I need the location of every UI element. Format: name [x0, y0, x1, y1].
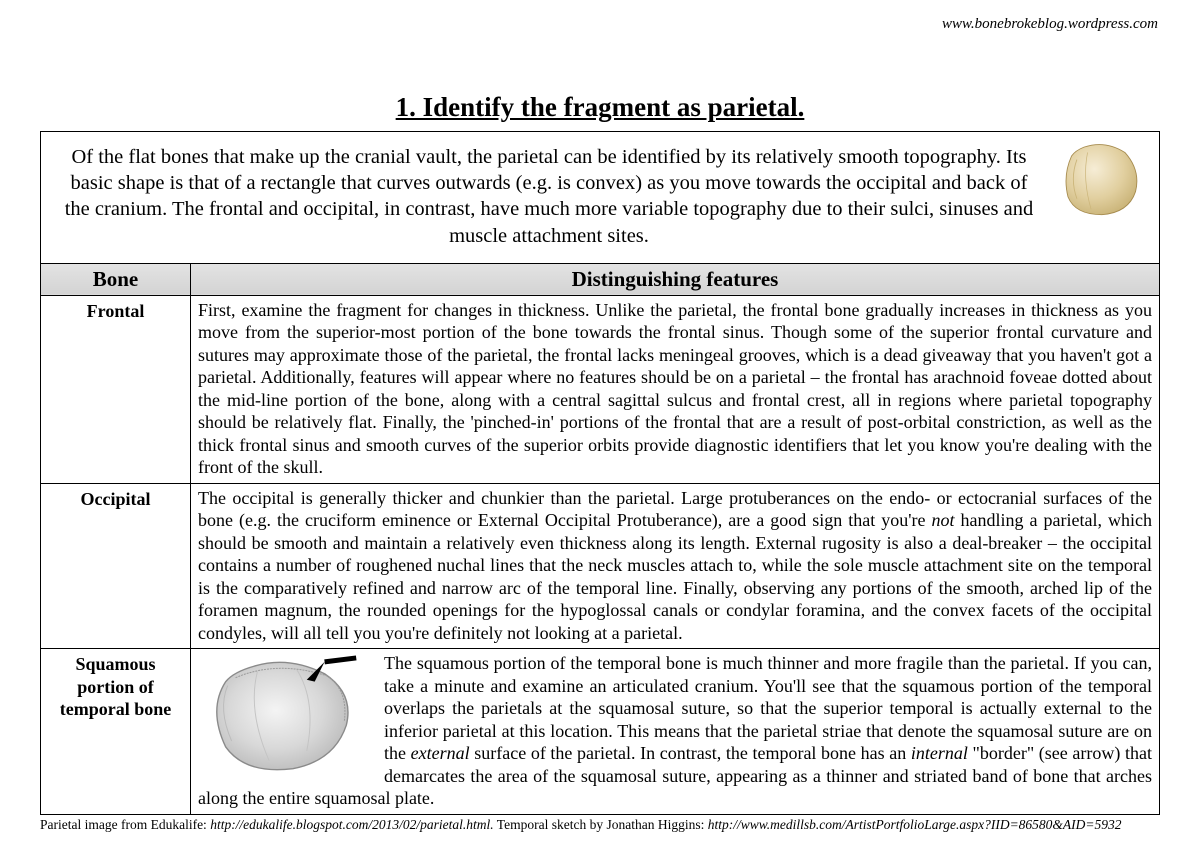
- site-url: www.bonebrokeblog.wordpress.com: [942, 16, 1158, 33]
- frontal-text: First, examine the fragment for changes …: [198, 299, 1152, 479]
- parietal-bone-icon: [1055, 140, 1145, 220]
- label-squamous: Squamous portion of temporal bone: [41, 649, 191, 815]
- header-bone: Bone: [41, 263, 191, 295]
- label-occipital: Occipital: [41, 483, 191, 649]
- label-frontal: Frontal: [41, 295, 191, 483]
- image-credits: Parietal image from Edukalife: http://ed…: [40, 817, 1160, 833]
- header-features: Distinguishing features: [191, 263, 1160, 295]
- section-title: 1. Identify the fragment as parietal.: [40, 92, 1160, 123]
- intro-text: Of the flat bones that make up the crani…: [51, 142, 1149, 251]
- occipital-text: The occipital is generally thicker and c…: [198, 487, 1152, 645]
- intro-cell: Of the flat bones that make up the crani…: [41, 132, 1160, 264]
- temporal-bone-sketch-icon: [198, 652, 376, 782]
- features-frontal: First, examine the fragment for changes …: [191, 295, 1160, 483]
- main-table: Of the flat bones that make up the crani…: [40, 131, 1160, 815]
- features-squamous: The squamous portion of the temporal bon…: [191, 649, 1160, 815]
- features-occipital: The occipital is generally thicker and c…: [191, 483, 1160, 649]
